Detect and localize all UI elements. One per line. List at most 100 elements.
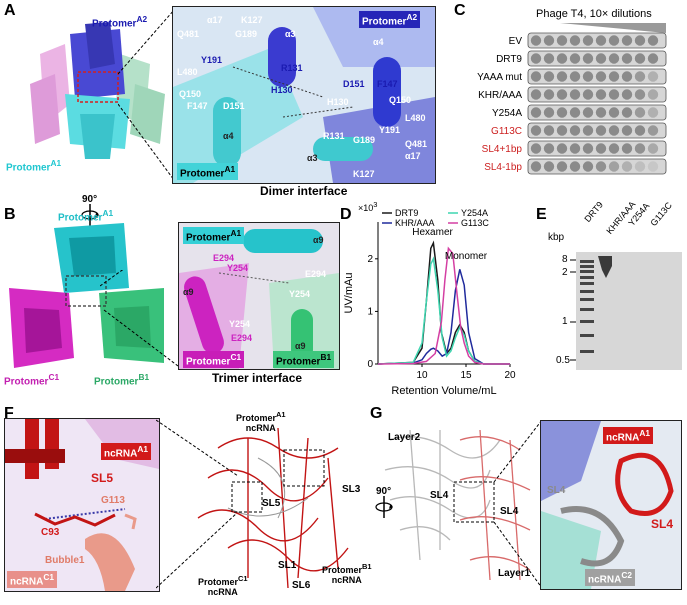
- res-g189-top: G189: [235, 29, 258, 39]
- plaque-spot: [621, 143, 633, 154]
- plaque-spot: [556, 71, 568, 82]
- plaque-spot: [582, 143, 594, 154]
- plaque-spot: [543, 71, 555, 82]
- plaque-row-label: G113C: [491, 126, 522, 137]
- plaque-spot: [608, 89, 620, 100]
- dimer-helices: [173, 7, 435, 183]
- gel-lane-g113c: G113C: [648, 200, 674, 228]
- res-q481-top: Q481: [177, 29, 200, 39]
- plaque-spot: [543, 89, 555, 100]
- plaque-spot: [595, 71, 607, 82]
- plaque-spot: [608, 71, 620, 82]
- trimer-helices: [179, 223, 339, 369]
- protomer-b1-label: ProtomerB1: [94, 372, 150, 388]
- plaque-spot: [543, 161, 555, 172]
- layer1-label: Layer1: [498, 568, 531, 579]
- rotation-label-g: 90°: [376, 486, 392, 497]
- dimer-interface-caption: Dimer interface: [260, 184, 348, 198]
- sl5-label: SL5: [91, 471, 114, 485]
- ladder-ticks: [570, 259, 576, 361]
- overview-protomer-a1: ProtomerA1 ncRNA: [236, 410, 286, 433]
- plaque-spot: [621, 89, 633, 100]
- res-a17-bottom: α17: [405, 151, 421, 161]
- plaque-spot: [647, 161, 659, 172]
- plaque-spot: [634, 161, 646, 172]
- overview-sl3: SL3: [342, 484, 361, 495]
- plaque-spot: [595, 107, 607, 118]
- protomer-a1-b-label: ProtomerA1: [58, 208, 114, 224]
- res-a9-a: α9: [313, 235, 324, 245]
- plaque-spot: [647, 107, 659, 118]
- res-r131-top: R131: [281, 63, 303, 73]
- panel-a-zoom-lines: [118, 9, 175, 181]
- plaque-spot: [621, 71, 633, 82]
- x-axis-label: Retention Volume/mL: [391, 385, 496, 397]
- plaque-spot: [582, 89, 594, 100]
- plaque-spot: [530, 71, 542, 82]
- panel-c-letter: C: [454, 2, 466, 19]
- dilution-wedge: [560, 23, 666, 33]
- plaque-spot: [582, 107, 594, 118]
- legend-label: DRT9: [395, 208, 418, 218]
- panel-b-letter: B: [4, 206, 16, 223]
- plaque-spot: [595, 89, 607, 100]
- zoom-protomer-c1-label: ProtomerC1: [183, 351, 245, 369]
- panel-g-layers: [384, 429, 531, 581]
- res-l480-bottom: L480: [405, 113, 426, 123]
- overview-protomer-b1: ProtomerB1 ncRNA: [322, 562, 372, 585]
- plaque-spot: [569, 35, 581, 46]
- panel-g-letter: G: [370, 405, 383, 422]
- plaque-row-label: SL4-1bp: [484, 162, 522, 173]
- ladder-0-5: 0.5: [556, 355, 570, 366]
- gel-bands: [580, 256, 612, 353]
- ladder-1: 1: [562, 316, 568, 327]
- res-f147-top: F147: [187, 101, 208, 111]
- plaque-assay-grid: EV DRT9 YAAA mut KHR/AAA Y254A G113C SL4+1bp SL…: [477, 32, 667, 175]
- res-f147-bottom: F147: [377, 79, 398, 89]
- plaque-spot: [569, 161, 581, 172]
- res-a4-bottom: α4: [373, 37, 384, 47]
- plaque-spot: [556, 89, 568, 100]
- protomer-c1-label: ProtomerC1: [4, 372, 60, 388]
- plaque-spot: [647, 53, 659, 64]
- protomer-a2-label: ProtomerA2: [92, 14, 148, 30]
- plaque-spot: [608, 125, 620, 136]
- plaque-spot: [634, 53, 646, 64]
- legend-label: Y254A: [461, 208, 488, 218]
- plaque-assay-title: Phage T4, 10× dilutions: [536, 8, 652, 20]
- res-h130-top: H130: [271, 85, 293, 95]
- x-tick-label: 10: [416, 370, 428, 381]
- res-q150-bottom: Q150: [389, 95, 412, 105]
- res-d151-bottom: D151: [343, 79, 365, 89]
- plaque-spot: [569, 143, 581, 154]
- plaque-spot: [543, 35, 555, 46]
- panel-d-letter: D: [340, 206, 352, 223]
- res-a3-bottom: α3: [307, 153, 318, 163]
- res-a9-c: α9: [183, 287, 194, 297]
- plaque-spot: [556, 35, 568, 46]
- g-sl4-left: SL4: [430, 490, 449, 501]
- plaque-spot: [530, 161, 542, 172]
- panel-g-zoom: ncRNAA1 SL4 SL4 ncRNAC2: [540, 420, 682, 590]
- ladder-2: 2: [562, 267, 568, 278]
- plaque-spot: [634, 143, 646, 154]
- plaque-spot: [530, 125, 542, 136]
- plaque-spot: [556, 161, 568, 172]
- plaque-row-label: KHR/AAA: [478, 90, 522, 101]
- overview-sl6: SL6: [292, 580, 311, 591]
- trimer-interface-zoom: E294 Y254 α9 E294 α9 Y254 Y254 E294 α9 P…: [178, 222, 340, 370]
- panel-f-zoom-lines: [156, 419, 239, 589]
- rotation-arrow-g-icon: [375, 496, 393, 518]
- res-r131-bottom: R131: [323, 131, 345, 141]
- plaque-spot: [543, 107, 555, 118]
- ladder-8: 8: [562, 254, 568, 265]
- res-y254-c: Y254: [229, 319, 251, 329]
- gel-lane-drt9: DRT9: [582, 199, 606, 224]
- plaque-row-label: YAAA mut: [477, 72, 522, 83]
- y-exponent: ×103: [358, 200, 378, 213]
- res-h130-bottom: H130: [327, 97, 349, 107]
- plaque-spot: [608, 143, 620, 154]
- plaque-spot: [582, 125, 594, 136]
- plaque-spot: [621, 107, 633, 118]
- plaque-spot: [608, 53, 620, 64]
